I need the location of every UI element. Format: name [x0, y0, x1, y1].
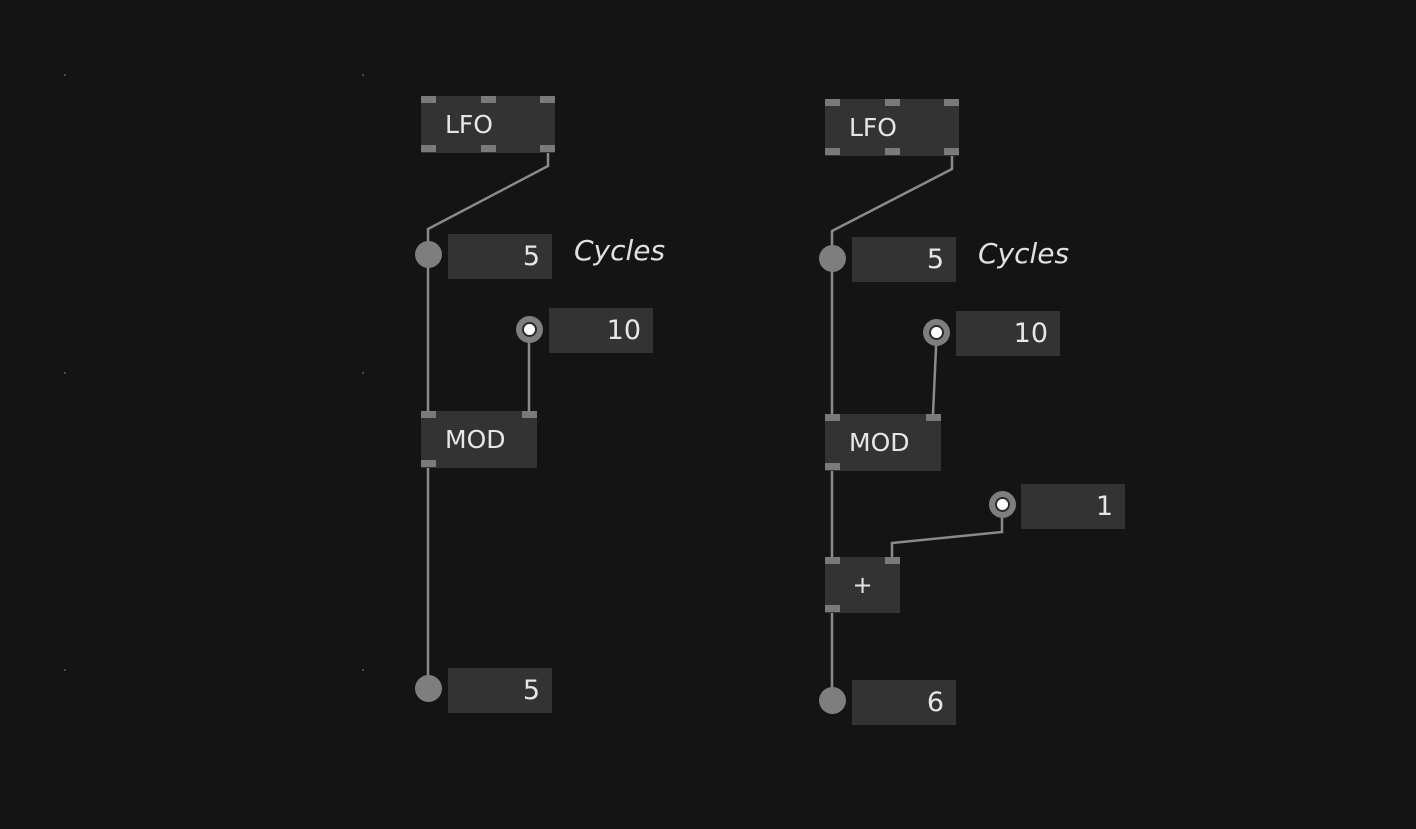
- mod-input-pin[interactable]: [421, 411, 436, 418]
- output-io-pin-icon[interactable]: [415, 675, 442, 702]
- lfo-output-pin[interactable]: [885, 148, 900, 155]
- cycles-io-pin-icon[interactable]: [819, 245, 846, 272]
- lfo-node-label: LFO: [849, 113, 897, 142]
- mod-node-label: MOD: [445, 425, 506, 454]
- mod-node-right[interactable]: MOD: [825, 414, 941, 471]
- lfo-node-label: LFO: [445, 110, 493, 139]
- output-iobox-right[interactable]: 6: [852, 680, 956, 725]
- add-input-pin[interactable]: [885, 557, 900, 564]
- add-output-pin[interactable]: [825, 605, 840, 612]
- lfo-output-pin[interactable]: [944, 148, 959, 155]
- grid-dot: [362, 669, 364, 671]
- lfo-node-left[interactable]: LFO: [421, 96, 555, 153]
- mod-node-left[interactable]: MOD: [421, 411, 537, 468]
- cycles-iobox-left[interactable]: 5: [448, 234, 552, 279]
- lfo-output-pin[interactable]: [481, 145, 496, 152]
- divisor-iobox-left[interactable]: 10: [549, 308, 653, 353]
- bang-pin-icon[interactable]: [989, 491, 1016, 518]
- grid-dot: [64, 74, 66, 76]
- add-input-pin[interactable]: [825, 557, 840, 564]
- bang-pin-icon[interactable]: [516, 316, 543, 343]
- lfo-output-pin[interactable]: [421, 145, 436, 152]
- add-node[interactable]: +: [825, 557, 900, 613]
- lfo-output-pin[interactable]: [540, 145, 555, 152]
- mod-input-pin[interactable]: [825, 414, 840, 421]
- mod-output-pin[interactable]: [825, 463, 840, 470]
- lfo-input-pin[interactable]: [540, 96, 555, 103]
- cycles-comment-left: Cycles: [574, 234, 666, 267]
- cycles-io-pin-icon[interactable]: [415, 241, 442, 268]
- bang-pin-icon[interactable]: [923, 319, 950, 346]
- mod-node-label: MOD: [849, 428, 910, 457]
- output-value: 5: [522, 675, 540, 706]
- cycles-comment-right: Cycles: [978, 237, 1070, 270]
- add-value-iobox[interactable]: 1: [1021, 484, 1125, 529]
- grid-dot: [362, 74, 364, 76]
- mod-input-pin[interactable]: [522, 411, 537, 418]
- lfo-input-pin[interactable]: [825, 99, 840, 106]
- lfo-output-pin[interactable]: [825, 148, 840, 155]
- lfo-input-pin[interactable]: [885, 99, 900, 106]
- lfo-input-pin[interactable]: [944, 99, 959, 106]
- lfo-node-right[interactable]: LFO: [825, 99, 959, 156]
- divisor-iobox-right[interactable]: 10: [956, 311, 1060, 356]
- link-lfo-to-cycles-right: [830, 155, 954, 258]
- link-value-to-add-right: [890, 505, 1004, 560]
- divisor-value: 10: [606, 315, 641, 346]
- output-iobox-left[interactable]: 5: [448, 668, 552, 713]
- cycles-iobox-right[interactable]: 5: [852, 237, 956, 282]
- divisor-value: 10: [1013, 318, 1048, 349]
- grid-dot: [362, 372, 364, 374]
- grid-dot: [64, 669, 66, 671]
- output-value: 6: [926, 687, 944, 718]
- lfo-input-pin[interactable]: [421, 96, 436, 103]
- lfo-input-pin[interactable]: [481, 96, 496, 103]
- cycles-value: 5: [926, 244, 944, 275]
- mod-input-pin[interactable]: [926, 414, 941, 421]
- mod-output-pin[interactable]: [421, 460, 436, 467]
- grid-dot: [64, 372, 66, 374]
- add-value: 1: [1095, 491, 1113, 522]
- cycles-value: 5: [522, 241, 540, 272]
- output-io-pin-icon[interactable]: [819, 687, 846, 714]
- add-node-label: +: [852, 571, 873, 599]
